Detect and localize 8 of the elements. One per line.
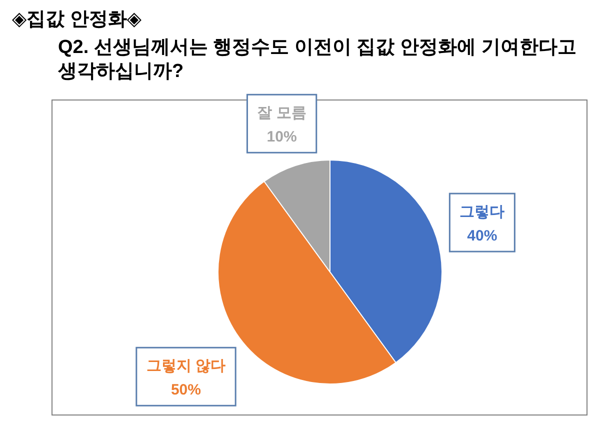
chart-title: ◈집값 안정화◈ [12,8,142,32]
data-label: 10% [266,128,297,146]
slice-label: 잘 모름 [257,104,306,122]
slice-label: 그렇지 않다 [146,358,226,375]
slice-label: 그렇다 [460,204,505,221]
data-label: 50% [170,382,202,399]
chart-subtitle: Q2. 선생님께서는 행정수도 이전이 집값 안정화에 기여한다고 생각하십니까? [58,36,578,84]
data-label: 40% [467,228,498,245]
